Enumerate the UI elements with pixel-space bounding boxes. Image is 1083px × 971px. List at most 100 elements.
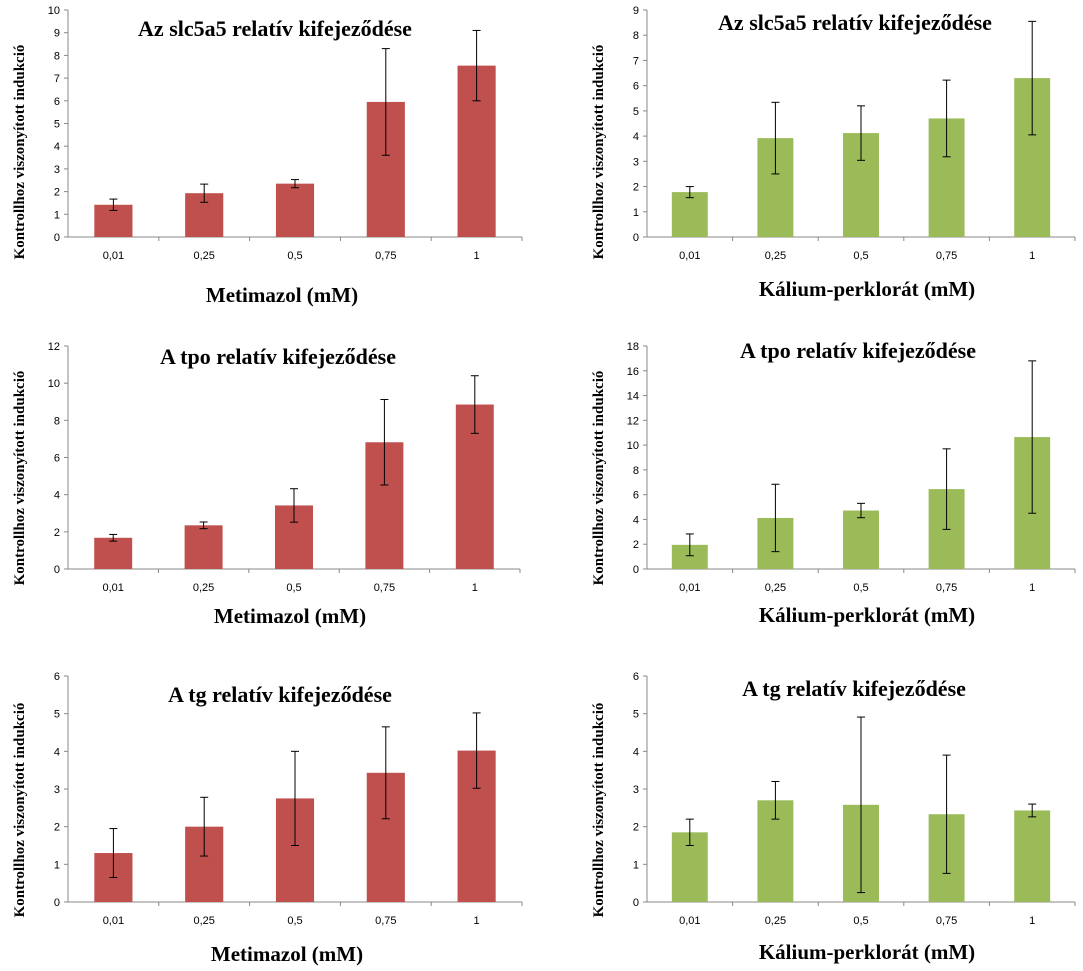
x-tick-label: 0,5: [853, 250, 868, 262]
error-bar: [1028, 360, 1037, 514]
chart-1: 0 1 2 3 4 5 6 7 8 9 10 0,01 0,25 0,5 0,75 1 Az slc5a5 re…: [12, 5, 523, 307]
y-tick-label: 2: [633, 822, 639, 834]
x-tick-label: 0,01: [103, 915, 124, 927]
y-tick-label: 18: [627, 341, 639, 353]
x-axis-label: Kálium-perklorát (mM): [759, 940, 975, 964]
chart-4: 0 2 4 6 8 10 12 14 16 18 0,01 0,25 0,5 0,75 1 A tpo rel…: [591, 338, 1076, 627]
chart-title: Az slc5a5 relatív kifejeződése: [718, 10, 992, 35]
y-tick-label: 6: [633, 490, 639, 502]
x-tick-label: 0,5: [853, 915, 868, 927]
x-tick-label: 0,75: [375, 915, 396, 927]
y-tick-label: 1: [54, 859, 60, 871]
y-tick-label: 2: [54, 527, 60, 539]
y-tick-label: 8: [54, 50, 60, 62]
y-tick-label: 10: [48, 378, 60, 390]
error-bar: [942, 754, 951, 874]
error-bar: [290, 488, 298, 523]
x-tick-label: 0,75: [374, 582, 395, 594]
y-tick-label: 4: [633, 514, 639, 526]
y-tick-label: 3: [54, 164, 60, 176]
chart-title: A tg relatív kifejeződése: [168, 682, 392, 707]
x-tick-label: 0,01: [679, 582, 700, 594]
y-tick-label: 4: [633, 131, 639, 143]
y-tick-label: 4: [54, 141, 60, 153]
x-tick-label: 0,75: [375, 250, 396, 262]
y-tick-label: 12: [48, 341, 60, 353]
x-axis-label: Metimazol (mM): [206, 283, 358, 307]
error-bar: [857, 716, 865, 894]
y-tick-label: 8: [633, 30, 639, 42]
error-bar: [200, 796, 209, 857]
x-tick-label: 0,5: [286, 582, 301, 594]
y-tick-label: 16: [627, 366, 639, 378]
error-bar: [200, 183, 209, 203]
y-tick-label: 2: [54, 822, 60, 834]
error-bar: [291, 750, 299, 846]
y-tick-label: 6: [54, 453, 60, 465]
bar: [94, 537, 133, 569]
error-bar: [470, 375, 479, 434]
y-tick-label: 6: [633, 671, 639, 683]
error-bar: [199, 521, 208, 530]
y-tick-label: 5: [54, 709, 60, 721]
x-tick-label: 0,25: [765, 250, 786, 262]
x-tick-label: 1: [474, 915, 480, 927]
error-bar: [685, 533, 694, 557]
x-tick-label: 0,25: [193, 915, 214, 927]
y-axis-label: Kontrollhoz viszonyított indukció: [591, 703, 607, 918]
chart-title: Az slc5a5 relatív kifejeződése: [138, 16, 412, 41]
x-tick-label: 1: [1029, 915, 1035, 927]
y-tick-label: 2: [54, 187, 60, 199]
x-tick-label: 1: [1029, 250, 1035, 262]
y-tick-label: 6: [633, 81, 639, 93]
error-bar: [942, 79, 951, 158]
x-tick-label: 0,25: [765, 915, 786, 927]
y-tick-label: 12: [627, 415, 639, 427]
y-tick-label: 14: [627, 391, 639, 403]
chart-5: 0 1 2 3 4 5 6 0,01 0,25 0,5 0,75 1 A tg relatív kife…: [12, 671, 523, 966]
y-tick-label: 8: [54, 415, 60, 427]
error-bar: [109, 828, 118, 879]
bar: [1014, 810, 1051, 902]
y-tick-label: 7: [54, 73, 60, 85]
chart-title: A tpo relatív kifejeződése: [160, 344, 396, 369]
x-tick-label: 0,01: [679, 915, 700, 927]
error-bar: [380, 399, 389, 486]
y-tick-label: 4: [633, 746, 639, 758]
x-tick-label: 0,75: [936, 915, 957, 927]
y-tick-label: 0: [54, 564, 60, 576]
error-bar: [109, 533, 118, 542]
y-tick-label: 1: [633, 207, 639, 219]
x-tick-label: 0,01: [679, 250, 700, 262]
y-tick-label: 0: [633, 564, 639, 576]
error-bar: [771, 101, 780, 175]
bar: [671, 192, 708, 237]
error-bar: [685, 186, 694, 199]
y-tick-label: 6: [54, 96, 60, 108]
y-tick-label: 7: [633, 55, 639, 67]
x-tick-label: 0,75: [936, 582, 957, 594]
chart-3: 0 2 4 6 8 10 12 0,01 0,25 0,5 0,75 1 A tpo relatív k…: [12, 341, 521, 628]
y-tick-label: 9: [54, 28, 60, 40]
x-tick-label: 0,5: [287, 915, 302, 927]
y-tick-label: 6: [54, 671, 60, 683]
error-bar: [685, 818, 694, 846]
x-tick-label: 0,01: [103, 250, 124, 262]
x-tick-label: 1: [474, 250, 480, 262]
y-tick-label: 3: [633, 784, 639, 796]
y-tick-label: 10: [627, 440, 639, 452]
y-tick-label: 0: [54, 897, 60, 909]
y-tick-label: 0: [633, 897, 639, 909]
error-bar: [857, 502, 865, 519]
y-tick-label: 2: [633, 182, 639, 194]
y-axis-label: Kontrollhoz viszonyított indukció: [12, 703, 28, 918]
y-tick-label: 0: [54, 232, 60, 244]
y-tick-label: 10: [48, 5, 60, 17]
x-tick-label: 1: [1029, 582, 1035, 594]
x-tick-label: 0,5: [853, 582, 868, 594]
error-bar: [381, 48, 390, 156]
error-bar: [381, 726, 390, 820]
y-tick-label: 1: [54, 209, 60, 221]
chart-title: A tpo relatív kifejeződése: [740, 338, 976, 363]
